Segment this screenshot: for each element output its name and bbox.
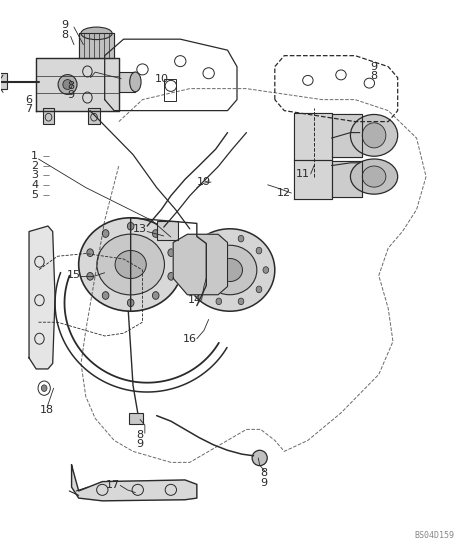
Polygon shape: [29, 226, 55, 369]
Text: BS04D159: BS04D159: [414, 531, 455, 541]
Ellipse shape: [102, 230, 109, 237]
Polygon shape: [331, 115, 362, 158]
Text: 18: 18: [40, 405, 54, 415]
Ellipse shape: [63, 79, 73, 89]
Text: 17: 17: [106, 480, 120, 490]
Ellipse shape: [216, 235, 222, 242]
Ellipse shape: [87, 273, 93, 280]
Text: 16: 16: [183, 334, 197, 344]
Ellipse shape: [203, 245, 257, 295]
Text: 8: 8: [67, 81, 74, 91]
Polygon shape: [173, 234, 228, 295]
Text: 8: 8: [260, 468, 267, 478]
Text: 10: 10: [155, 74, 168, 84]
Text: 7: 7: [26, 104, 33, 114]
Ellipse shape: [362, 123, 386, 148]
Bar: [88, 108, 100, 125]
Ellipse shape: [130, 72, 141, 92]
Text: 8: 8: [61, 30, 68, 40]
Text: 5: 5: [31, 190, 38, 200]
Text: 13: 13: [133, 224, 147, 234]
Polygon shape: [79, 34, 114, 58]
Polygon shape: [331, 161, 362, 197]
Ellipse shape: [58, 74, 77, 94]
Text: 9: 9: [260, 478, 267, 488]
Text: 6: 6: [26, 95, 33, 105]
Polygon shape: [294, 114, 331, 160]
Ellipse shape: [81, 27, 112, 40]
Bar: [129, 413, 144, 424]
Ellipse shape: [87, 249, 93, 257]
Polygon shape: [294, 160, 331, 198]
Text: 2: 2: [31, 160, 38, 171]
Text: 19: 19: [197, 177, 211, 187]
Text: 8: 8: [137, 430, 144, 440]
Ellipse shape: [168, 249, 174, 257]
Ellipse shape: [185, 229, 275, 311]
Text: 14: 14: [187, 295, 201, 305]
Ellipse shape: [218, 258, 243, 282]
Ellipse shape: [168, 273, 174, 280]
Ellipse shape: [97, 234, 164, 295]
Text: 3: 3: [31, 170, 38, 181]
Ellipse shape: [115, 251, 146, 278]
Text: 11: 11: [296, 169, 310, 179]
Ellipse shape: [79, 218, 182, 311]
Ellipse shape: [350, 159, 398, 194]
Ellipse shape: [238, 235, 244, 242]
Text: 9: 9: [371, 62, 378, 72]
Ellipse shape: [41, 385, 47, 391]
Bar: [156, 220, 178, 240]
Bar: [119, 72, 136, 92]
Bar: [164, 79, 175, 101]
Text: 8: 8: [371, 71, 378, 81]
Ellipse shape: [256, 247, 262, 254]
Polygon shape: [72, 465, 197, 501]
Text: 9: 9: [67, 90, 74, 100]
Ellipse shape: [102, 291, 109, 299]
Ellipse shape: [350, 115, 398, 156]
Polygon shape: [36, 58, 119, 111]
Ellipse shape: [362, 166, 386, 187]
Ellipse shape: [256, 286, 262, 293]
Bar: [43, 108, 54, 125]
Ellipse shape: [198, 247, 204, 254]
Ellipse shape: [216, 298, 222, 305]
Text: 1: 1: [31, 150, 38, 161]
Text: 9: 9: [137, 439, 144, 449]
Bar: [0, 73, 7, 89]
Ellipse shape: [128, 299, 134, 307]
Ellipse shape: [198, 286, 204, 293]
Text: 9: 9: [61, 20, 68, 30]
Ellipse shape: [238, 298, 244, 305]
Ellipse shape: [191, 267, 197, 273]
Text: 15: 15: [67, 271, 81, 280]
Text: 12: 12: [277, 188, 292, 198]
Ellipse shape: [128, 223, 134, 230]
Ellipse shape: [153, 291, 159, 299]
Ellipse shape: [153, 230, 159, 237]
Text: 4: 4: [31, 180, 38, 190]
Ellipse shape: [263, 267, 269, 273]
Ellipse shape: [252, 450, 267, 466]
